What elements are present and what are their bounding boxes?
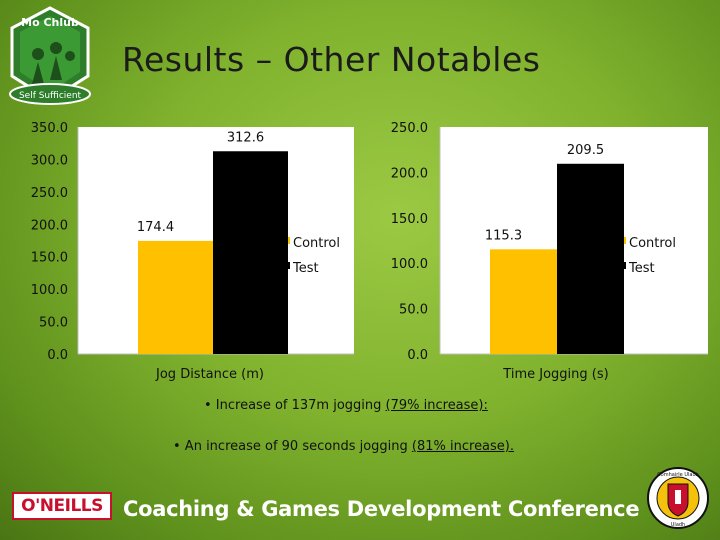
chart1-ytick-label: 150.0: [31, 251, 68, 266]
chart1-ytick-label: 0.0: [47, 348, 68, 363]
chart2-x-axis-label: Time Jogging (s): [502, 367, 608, 382]
chart2-data-label-test: 209.5: [567, 143, 604, 158]
chart1-legend-label-control: Control: [293, 236, 340, 251]
chart1-data-label-test: 312.6: [227, 130, 264, 145]
chart2-ytick-label: 200.0: [391, 166, 428, 181]
chart1-legend-swatch-test: [283, 262, 290, 269]
chart2-bar-test: [557, 163, 624, 354]
ulster-crest: Comhairle Uladh Uladh: [647, 467, 709, 529]
chart2-legend-label-control: Control: [629, 236, 676, 251]
chart2-ytick-label: 250.0: [391, 121, 428, 136]
bullet-distance-text: • Increase of 137m jogging: [204, 398, 386, 413]
bullet-time-percent: (81% increase).: [411, 439, 515, 454]
chart2-data-label-control: 115.3: [485, 228, 522, 243]
crest-bottom-text: Uladh: [671, 522, 685, 528]
oneills-logo: O'NEILLS: [12, 492, 112, 520]
chart2-ytick-label: 0.0: [407, 348, 428, 363]
bullet-distance: • Increase of 137m jogging (79% increase…: [204, 398, 488, 413]
club-logo: Mo Chlub Self Sufficient: [9, 6, 91, 105]
conference-title: Coaching & Games Development Conference: [123, 497, 640, 521]
chart1-ytick-label: 200.0: [31, 218, 68, 233]
logo-top-text: Mo Chlub: [21, 16, 79, 29]
chart2-legend-swatch-test: [619, 262, 626, 269]
chart1-bar-control: [138, 240, 213, 354]
chart1-ytick-label: 50.0: [39, 316, 68, 331]
chart1-bar-test: [213, 151, 288, 354]
chart1-ytick-label: 100.0: [31, 283, 68, 298]
chart2-ytick-label: 150.0: [391, 212, 428, 227]
chart1-ytick-label: 250.0: [31, 186, 68, 201]
chart1-x-axis-label: Jog Distance (m): [155, 367, 264, 382]
chart1-ytick-label: 300.0: [31, 153, 68, 168]
chart1-ytick-label: 350.0: [31, 121, 68, 136]
chart2-bar-control: [490, 249, 557, 354]
crest-top-text: Comhairle Uladh: [657, 472, 699, 478]
bullet-time: • An increase of 90 seconds jogging (81%…: [173, 439, 514, 454]
chart1-data-label-control: 174.4: [137, 220, 174, 235]
logo-bottom-text: Self Sufficient: [19, 91, 82, 101]
slide-title: Results – Other Notables: [122, 40, 541, 79]
chart2-ytick-label: 100.0: [391, 257, 428, 272]
chart1-legend-label-test: Test: [292, 261, 319, 276]
bullet-time-text: • An increase of 90 seconds jogging: [173, 439, 412, 454]
chart2-legend-label-test: Test: [628, 261, 655, 276]
chart2-ytick-label: 50.0: [399, 303, 428, 318]
bullet-distance-percent: (79% increase):: [385, 398, 488, 413]
